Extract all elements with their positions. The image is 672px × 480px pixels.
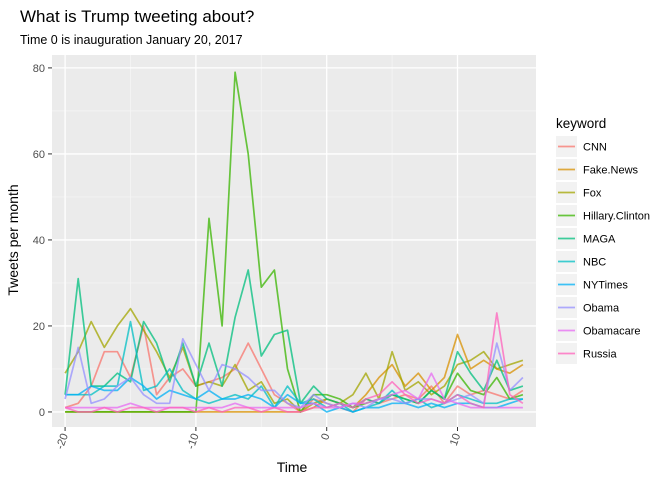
x-tick-label: -10 [185,432,202,451]
series-line-nytimes [65,376,524,413]
legend-label-maga: MAGA [583,234,616,246]
legend-label-obama: Obama [583,303,620,315]
legend-label-russia: Russia [583,349,618,361]
series-line-hillary-clinton [65,71,524,413]
chart-title: What is Trump tweeting about? [20,7,254,26]
y-tick-label: 80 [33,63,45,75]
legend-label-hillary-clinton: Hillary.Clinton [583,211,650,223]
y-tick-label: 0 [39,407,45,419]
y-tick-label: 20 [33,321,45,333]
x-tick-label: -20 [54,432,71,451]
x-tick-label: 0 [319,432,332,442]
chart-subtitle: Time 0 is inauguration January 20, 2017 [20,33,243,47]
legend: keyword CNN Fake.News Fox Hillary.Clinton MA… [556,116,650,364]
y-tick-label: 60 [33,149,45,161]
legend-label-obamacare: Obamacare [583,326,640,338]
legend-label-fake-news: Fake.News [583,165,639,177]
legend-label-cnn: CNN [583,142,607,154]
legend-title: keyword [556,116,606,131]
x-axis: -20 -10 0 10 [54,427,463,451]
series-line-maga [64,269,524,409]
y-tick-label: 40 [33,235,45,247]
series-lines [64,71,524,413]
x-axis-title: Time [277,459,308,475]
series-line-russia [64,312,524,413]
x-tick-label: 10 [448,432,463,448]
legend-label-nbc: NBC [583,257,606,269]
legend-label-nytimes: NYTimes [583,280,628,292]
y-axis-title: Tweets per month [5,184,21,295]
legend-label-fox: Fox [583,188,602,200]
y-axis: 0 20 40 60 80 [33,63,52,419]
